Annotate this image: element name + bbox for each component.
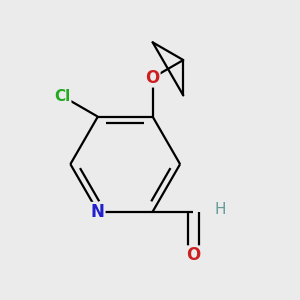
Text: N: N [91,203,105,221]
Text: Cl: Cl [54,89,71,104]
Text: O: O [146,69,160,87]
Text: O: O [186,246,200,264]
Text: H: H [214,202,226,217]
